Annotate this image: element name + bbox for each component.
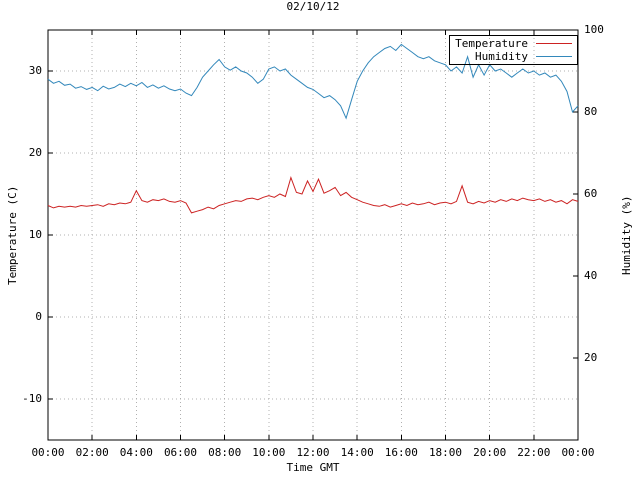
right-axis-tick-label: 20: [584, 351, 598, 364]
right-axis-tick-label: 60: [584, 187, 598, 200]
x-axis-tick-label: 06:00: [163, 446, 198, 459]
right-axis-tick-label: 40: [584, 269, 598, 282]
left-axis-tick-label: 10: [28, 228, 42, 241]
x-axis-tick-label: 18:00: [428, 446, 463, 459]
legend-row-humidity: Humidity: [450, 50, 577, 63]
legend-line-sample-temperature: [536, 43, 572, 44]
x-axis-tick-label: 00:00: [561, 446, 595, 459]
x-axis-tick-label: 20:00: [473, 446, 507, 459]
legend-label-humidity: Humidity: [475, 50, 528, 63]
left-axis-tick-label: -10: [22, 392, 42, 405]
left-axis-tick-label: 20: [28, 146, 42, 159]
right-axis-title: Humidity (%): [620, 195, 633, 275]
x-axis-tick-label: 14:00: [340, 446, 374, 459]
chart-title: 02/10/12: [286, 0, 340, 13]
x-axis-tick-label: 22:00: [517, 446, 551, 459]
temperature-series-line: [47, 176, 579, 214]
x-axis-tick-label: 04:00: [119, 446, 153, 459]
x-axis-tick-label: 16:00: [384, 446, 418, 459]
x-axis-tick-label: 02:00: [75, 446, 109, 459]
left-axis-tick-label: 30: [28, 64, 42, 77]
x-axis-tick-label: 10:00: [252, 446, 286, 459]
legend-row-temperature: Temperature: [450, 37, 577, 50]
right-axis-tick-label: 80: [584, 105, 598, 118]
x-axis-title: Time GMT: [286, 461, 340, 474]
x-axis-tick-label: 00:00: [31, 446, 65, 459]
right-axis-tick-label: 100: [584, 23, 604, 36]
legend-line-sample-humidity: [536, 56, 572, 57]
left-axis-title: Temperature (C): [6, 185, 19, 285]
legend: Temperature Humidity: [449, 35, 578, 65]
x-axis-tick-label: 08:00: [208, 446, 242, 459]
left-axis-tick-label: 0: [35, 310, 42, 323]
x-axis-tick-label: 12:00: [296, 446, 330, 459]
legend-label-temperature: Temperature: [455, 37, 528, 50]
